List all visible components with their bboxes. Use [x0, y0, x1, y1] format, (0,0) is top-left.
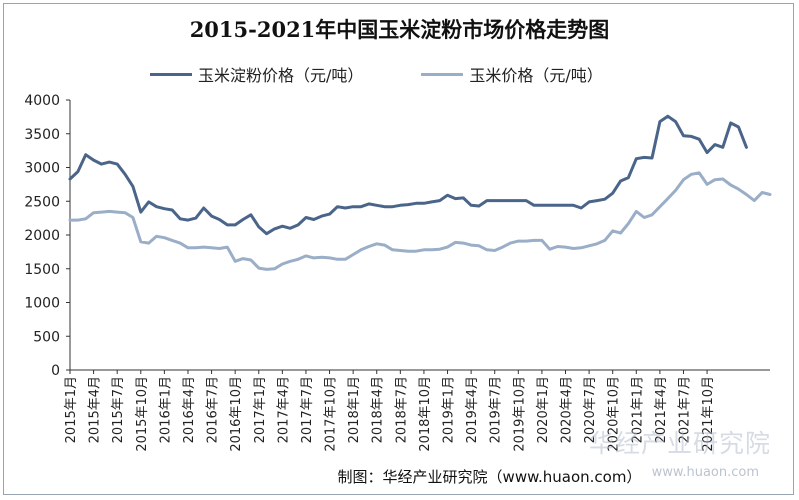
x-tick-label: 2015年1月: [64, 376, 79, 443]
y-tick-label: 0: [51, 363, 60, 379]
y-tick-label: 500: [33, 329, 60, 345]
x-tick-label: 2018年7月: [394, 376, 409, 443]
chart-title: 2015-2021年中国玉米淀粉市场价格走势图: [189, 17, 610, 42]
legend-item-starch: 玉米淀粉价格（元/吨）: [150, 62, 363, 86]
source-note: 制图：华经产业研究院（www.huaon.com）: [337, 468, 642, 486]
chart-legend: 玉米淀粉价格（元/吨） 玉米价格（元/吨）: [150, 62, 661, 86]
x-tick-label: 2018年1月: [347, 376, 362, 443]
x-tick-label: 2021年4月: [654, 376, 669, 443]
y-tick-label: 2000: [24, 228, 60, 244]
x-tick-label: 2020年4月: [560, 376, 575, 443]
y-tick-label: 2500: [24, 194, 60, 210]
x-tick-label: 2016年10月: [229, 376, 244, 452]
x-tick-label: 2017年10月: [324, 376, 339, 452]
y-tick-label: 3500: [24, 127, 60, 143]
x-tick-label: 2021年10月: [701, 376, 716, 452]
x-tick-label: 2018年10月: [418, 376, 433, 452]
x-tick-label: 2017年7月: [300, 376, 315, 443]
x-tick-label: 2016年1月: [158, 376, 173, 443]
y-tick-label: 3000: [24, 161, 60, 177]
x-tick-label: 2015年4月: [88, 376, 103, 443]
x-tick-label: 2016年4月: [182, 376, 197, 443]
watermark-logo-text: 华经产业研究院: [588, 429, 771, 458]
watermark-url: www.huaon.com: [651, 465, 759, 480]
x-tick-label: 2020年10月: [607, 376, 622, 452]
x-tick-label: 2015年10月: [135, 376, 150, 452]
x-tick-label: 2019年1月: [442, 376, 457, 443]
y-tick-label: 1500: [24, 262, 60, 278]
x-tick-label: 2020年1月: [536, 376, 551, 443]
y-tick-label: 4000: [24, 93, 60, 109]
x-tick-label: 2018年4月: [371, 376, 386, 443]
legend-swatch-corn: [421, 72, 464, 76]
x-tick-label: 2016年7月: [206, 376, 221, 443]
legend-swatch-starch: [150, 72, 192, 76]
x-tick-label: 2019年4月: [465, 376, 480, 443]
legend-label-starch: 玉米淀粉价格（元/吨）: [198, 66, 364, 85]
series-line-1: [68, 171, 772, 271]
x-tick-label: 2015年7月: [111, 376, 126, 443]
x-tick-label: 2019年10月: [512, 376, 527, 452]
legend-item-corn: 玉米价格（元/吨）: [421, 62, 603, 86]
y-tick-label: 1000: [24, 296, 60, 312]
x-tick-label: 2017年4月: [276, 376, 291, 443]
x-tick-label: 2021年7月: [677, 376, 692, 443]
x-tick-label: 2020年7月: [583, 376, 598, 443]
series-line-0: [68, 114, 748, 236]
x-tick-label: 2017年1月: [253, 376, 268, 443]
x-tick-label: 2019年7月: [489, 376, 504, 443]
legend-label-corn: 玉米价格（元/吨）: [469, 66, 603, 85]
x-tick-label: 2021年1月: [630, 376, 645, 443]
